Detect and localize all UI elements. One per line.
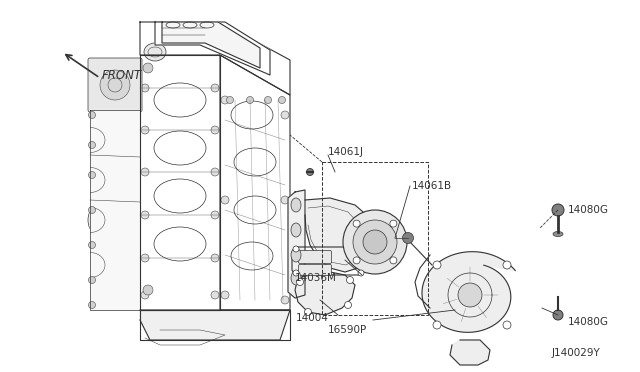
Circle shape — [281, 196, 289, 204]
Circle shape — [141, 126, 149, 134]
Circle shape — [211, 291, 219, 299]
FancyBboxPatch shape — [298, 264, 332, 276]
Text: 14004: 14004 — [296, 313, 329, 323]
FancyBboxPatch shape — [88, 58, 142, 112]
Polygon shape — [450, 340, 490, 365]
FancyBboxPatch shape — [348, 251, 356, 259]
Circle shape — [141, 254, 149, 262]
Circle shape — [141, 291, 149, 299]
Circle shape — [552, 204, 564, 216]
Circle shape — [88, 112, 95, 119]
Circle shape — [296, 279, 303, 285]
Circle shape — [88, 241, 95, 248]
Circle shape — [403, 232, 413, 244]
Circle shape — [353, 220, 360, 227]
Polygon shape — [288, 190, 305, 298]
Circle shape — [281, 111, 289, 119]
Ellipse shape — [144, 43, 166, 61]
Text: 14080G: 14080G — [568, 317, 609, 327]
Circle shape — [88, 276, 95, 283]
Circle shape — [100, 70, 130, 100]
Circle shape — [503, 321, 511, 329]
Circle shape — [281, 296, 289, 304]
Circle shape — [88, 200, 128, 240]
Polygon shape — [140, 310, 290, 340]
Circle shape — [293, 270, 299, 276]
Ellipse shape — [291, 271, 301, 285]
Circle shape — [88, 206, 95, 214]
Circle shape — [88, 171, 95, 179]
Circle shape — [141, 211, 149, 219]
Circle shape — [211, 168, 219, 176]
Text: 14061B: 14061B — [412, 181, 452, 191]
Circle shape — [90, 120, 140, 170]
Circle shape — [211, 126, 219, 134]
Circle shape — [141, 84, 149, 92]
Text: 16590P: 16590P — [328, 325, 367, 335]
Text: 14061J: 14061J — [328, 147, 364, 157]
Circle shape — [221, 291, 229, 299]
Circle shape — [88, 301, 95, 308]
Circle shape — [211, 254, 219, 262]
Circle shape — [211, 84, 219, 92]
Ellipse shape — [553, 231, 563, 237]
Circle shape — [390, 220, 397, 227]
Circle shape — [227, 96, 234, 103]
Circle shape — [211, 211, 219, 219]
Circle shape — [143, 63, 153, 73]
Circle shape — [503, 261, 511, 269]
Circle shape — [358, 246, 364, 252]
Circle shape — [553, 310, 563, 320]
Circle shape — [88, 141, 95, 148]
Circle shape — [143, 285, 153, 295]
Circle shape — [363, 230, 387, 254]
Circle shape — [343, 210, 407, 274]
Ellipse shape — [291, 248, 301, 262]
Text: 14036M: 14036M — [295, 273, 337, 283]
Polygon shape — [292, 247, 365, 275]
Circle shape — [353, 257, 360, 264]
Circle shape — [307, 169, 314, 176]
Circle shape — [264, 96, 271, 103]
Circle shape — [278, 96, 285, 103]
Circle shape — [458, 283, 482, 307]
Circle shape — [358, 270, 364, 276]
Circle shape — [353, 220, 397, 264]
Circle shape — [344, 301, 351, 308]
Polygon shape — [162, 22, 260, 68]
Text: J140029Y: J140029Y — [551, 348, 600, 358]
Circle shape — [390, 257, 397, 264]
Polygon shape — [305, 198, 375, 272]
Ellipse shape — [291, 198, 301, 212]
FancyBboxPatch shape — [298, 250, 332, 263]
Text: FRONT: FRONT — [102, 68, 142, 81]
Circle shape — [141, 168, 149, 176]
Circle shape — [433, 321, 441, 329]
Circle shape — [346, 276, 353, 283]
Polygon shape — [295, 272, 355, 315]
Circle shape — [221, 96, 229, 104]
Circle shape — [433, 261, 441, 269]
Polygon shape — [155, 22, 270, 75]
Circle shape — [101, 131, 129, 159]
Ellipse shape — [291, 223, 301, 237]
Polygon shape — [422, 252, 515, 332]
Polygon shape — [90, 110, 140, 310]
Text: 14080G: 14080G — [568, 205, 609, 215]
Circle shape — [293, 246, 299, 252]
Circle shape — [246, 96, 253, 103]
Circle shape — [221, 196, 229, 204]
Circle shape — [305, 308, 312, 315]
